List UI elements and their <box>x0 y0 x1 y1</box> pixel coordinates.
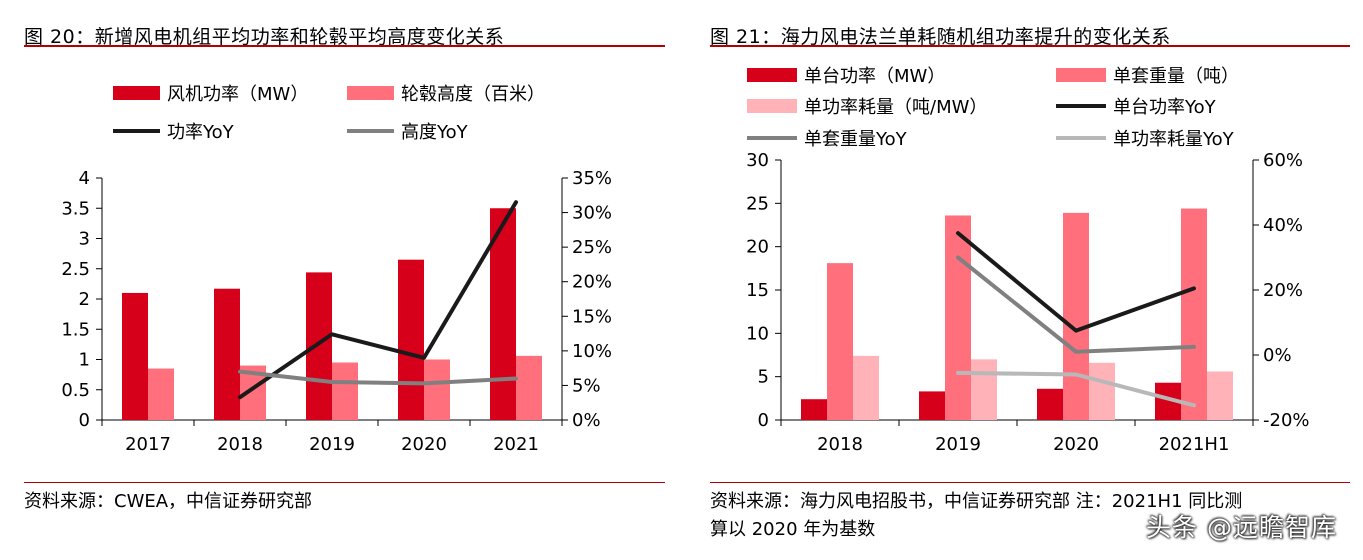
y-tick-label-right: 35% <box>572 168 612 189</box>
bar <box>398 259 424 420</box>
legend-label: 轮毂高度（百米） <box>401 84 545 105</box>
y-tick-label-right: 0% <box>1263 345 1292 366</box>
bar <box>1089 362 1115 420</box>
bar <box>971 359 997 420</box>
series-line <box>238 369 518 386</box>
series-line <box>956 255 1196 354</box>
bar <box>945 215 971 420</box>
title-rule-left <box>24 45 665 47</box>
legend-label: 风机功率（MW） <box>167 84 308 105</box>
source-rule-left <box>24 482 665 483</box>
y-tick-label-right: 60% <box>1263 150 1303 171</box>
y-tick-label-left: 1.5 <box>61 319 90 340</box>
bar <box>1037 388 1063 420</box>
title-rule-right <box>710 45 1350 47</box>
series-line <box>956 370 1196 408</box>
chart-left: 0 0.5 1 1.5 2 2.5 3 3.5 4 0% 5% 10% 15% 20% 25% 30% 35% 2… <box>61 84 612 455</box>
legend-swatch <box>347 86 394 100</box>
y-tick-label-left: 0.5 <box>61 380 90 401</box>
bar <box>306 272 332 420</box>
y-tick-label-right: 30% <box>572 203 612 224</box>
chart-right: 0 5 10 15 20 25 30 -20% 0% 20% 40% 60% 2018 2019 2020 2… <box>746 66 1310 455</box>
legend-label: 单台功率（MW） <box>804 66 945 87</box>
legend-label: 单台功率YoY <box>1113 97 1217 118</box>
bar <box>827 263 853 420</box>
bar <box>801 399 827 420</box>
series-line <box>956 231 1196 333</box>
bar <box>214 288 240 420</box>
bar <box>1207 371 1233 420</box>
bar <box>122 292 148 420</box>
legend-label: 高度YoY <box>401 122 469 143</box>
y-tick-label-left: 0 <box>79 410 90 431</box>
legend-swatch <box>747 68 797 82</box>
y-tick-label-right: 0% <box>572 410 601 431</box>
bar <box>490 208 516 420</box>
y-tick-label-right: 25% <box>572 237 612 258</box>
legend-swatch <box>1056 68 1106 82</box>
y-tick-label-right: 5% <box>572 375 601 396</box>
series-line <box>238 200 518 400</box>
y-tick-label-left: 2.5 <box>61 259 90 280</box>
legend-label: 功率YoY <box>167 122 235 143</box>
legend-label: 单套重量YoY <box>804 129 908 150</box>
y-tick-label-left: 0 <box>758 410 769 431</box>
bar <box>516 355 542 420</box>
y-tick-label-left: 4 <box>79 168 90 189</box>
source-left: 资料来源：CWEA，中信证券研究部 <box>24 491 313 512</box>
bar <box>332 362 358 420</box>
bar <box>424 359 450 420</box>
source-right-line1: 资料来源：海力风电招股书，中信证券研究部 注：2021H1 同比测 <box>710 491 1243 512</box>
bar <box>148 368 174 420</box>
x-tick-label: 2020 <box>401 434 447 455</box>
source-right-line2: 算以 2020 年为基数 <box>710 519 876 540</box>
bar <box>1063 212 1089 420</box>
y-tick-label-right: -20% <box>1263 410 1310 431</box>
y-tick-label-left: 5 <box>758 367 769 388</box>
y-tick-label-left: 25 <box>746 193 769 214</box>
x-tick-label: 2018 <box>817 434 863 455</box>
y-tick-label-left: 30 <box>746 150 769 171</box>
y-tick-label-right: 20% <box>572 272 612 293</box>
chart-title-left: 图 20：新增风电机组平均功率和轮毂平均高度变化关系 <box>24 26 505 48</box>
y-tick-label-left: 2 <box>79 289 90 310</box>
y-tick-label-left: 15 <box>746 280 769 301</box>
x-tick-label: 2017 <box>125 434 171 455</box>
chart-title-right: 图 21：海力风电法兰单耗随机组功率提升的变化关系 <box>710 26 1171 48</box>
legend-label: 单功率耗量（吨/MW） <box>804 97 987 118</box>
bar <box>1181 208 1207 420</box>
x-tick-label: 2020 <box>1053 434 1099 455</box>
legend-label: 单套重量（吨） <box>1113 66 1239 87</box>
y-tick-label-right: 40% <box>1263 215 1303 236</box>
y-tick-label-left: 10 <box>746 323 769 344</box>
y-tick-label-left: 3.5 <box>61 198 90 219</box>
bar <box>919 391 945 420</box>
x-tick-label: 2019 <box>309 434 355 455</box>
legend-swatch <box>747 99 797 113</box>
legend-swatch <box>113 86 160 100</box>
y-tick-label-right: 10% <box>572 341 612 362</box>
y-tick-label-left: 1 <box>79 350 90 371</box>
x-tick-label: 2021 <box>493 434 539 455</box>
x-tick-label: 2021H1 <box>1159 434 1230 455</box>
y-tick-label-left: 20 <box>746 237 769 258</box>
bar <box>853 355 879 420</box>
source-rule-right <box>710 482 1350 483</box>
legend-label: 单功率耗量YoY <box>1113 129 1235 150</box>
watermark: 头条 @远瞻智库 <box>1146 513 1337 542</box>
x-tick-label: 2018 <box>217 434 263 455</box>
y-tick-label-left: 3 <box>79 229 90 250</box>
y-tick-label-right: 20% <box>1263 280 1303 301</box>
x-tick-label: 2019 <box>935 434 981 455</box>
y-tick-label-right: 15% <box>572 306 612 327</box>
